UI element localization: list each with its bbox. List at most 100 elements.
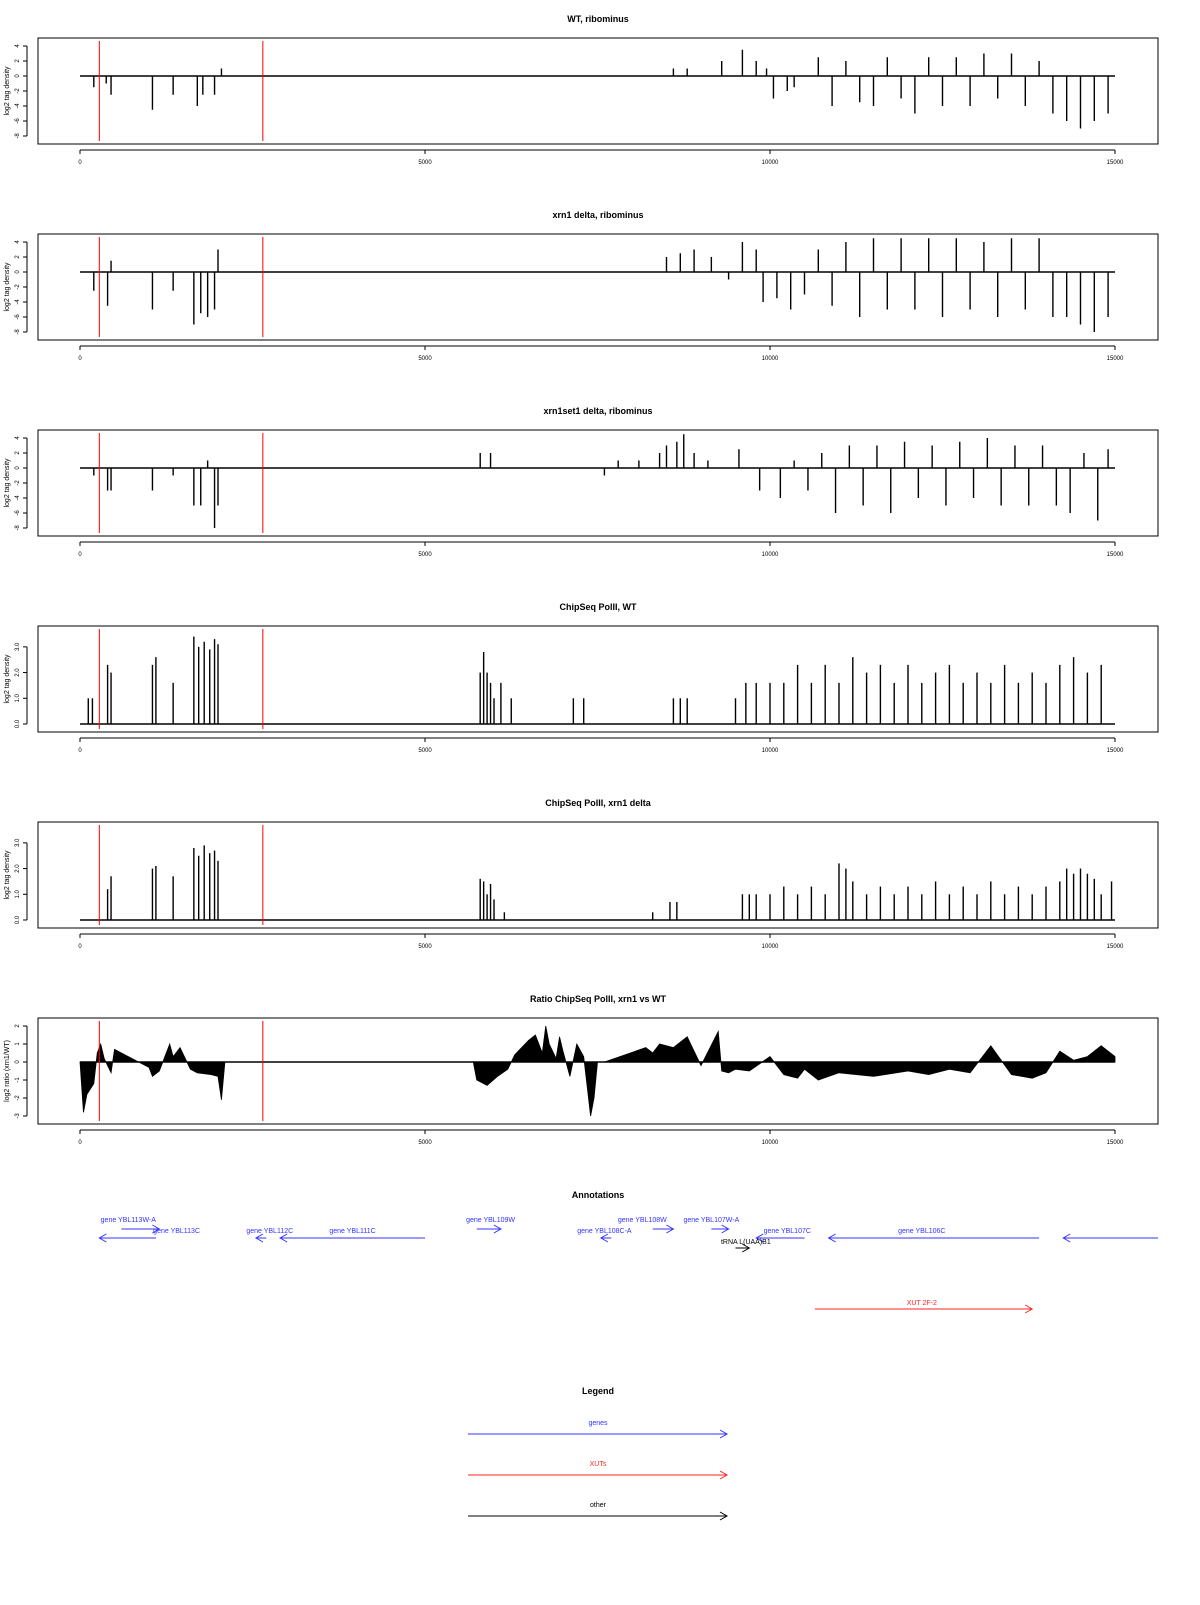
x-tick-label: 5000 — [418, 356, 432, 362]
y-axis-label: log2 tag density — [4, 654, 11, 704]
feature-arrowhead — [493, 1224, 502, 1234]
x-tick-label: 0 — [78, 356, 82, 362]
y-tick-label: -2 — [15, 1095, 21, 1101]
legend-title: Legend — [582, 1386, 614, 1396]
x-tick-label: 5000 — [418, 1140, 432, 1146]
annotation-features: gene YBL113W-A gene YBL113C gene YBL112C ge… — [98, 1217, 1158, 1314]
y-tick-label: 2 — [15, 451, 21, 455]
y-tick-label: -4 — [15, 495, 21, 501]
x-tick-label: 10000 — [762, 1140, 779, 1146]
legend-item: XUTs — [468, 1461, 729, 1480]
feature-label: gene YBL107W-A — [683, 1217, 739, 1224]
panel-title: ChipSeq PolII, WT — [560, 602, 637, 612]
feature-arrowhead — [98, 1233, 107, 1243]
y-tick-label: 1 — [15, 1042, 21, 1046]
panel-title: xrn1 delta, ribominus — [552, 210, 643, 220]
annotation-feature: gene YBL109W — [466, 1217, 515, 1234]
feature-label: gene YBL108C-A — [577, 1228, 632, 1235]
x-tick-label: 5000 — [418, 748, 432, 754]
annotation-feature — [1062, 1233, 1158, 1243]
plot-frame — [37, 1017, 1159, 1125]
x-tick-label: 15000 — [1107, 356, 1124, 362]
panel-title: ChipSeq PolII, xrn1 delta — [545, 798, 652, 808]
legend-arrowhead — [719, 1511, 729, 1521]
x-tick-label: 0 — [78, 748, 82, 754]
feature-arrowhead — [666, 1224, 675, 1234]
feature-arrowhead — [827, 1233, 836, 1243]
feature-label: tRNA L(UAA)B1 — [721, 1239, 771, 1246]
annotation-feature: gene YBL107W-A — [683, 1217, 740, 1234]
x-tick-label: 15000 — [1107, 944, 1124, 950]
panel-title: xrn1set1 delta, ribominus — [543, 406, 652, 416]
x-tick-label: 15000 — [1107, 160, 1124, 166]
plot-frame — [37, 233, 1159, 341]
y-tick-label: -6 — [15, 510, 21, 516]
y-tick-label: 2 — [15, 1024, 21, 1028]
annotation-feature: gene YBL111C — [279, 1228, 425, 1243]
y-tick-label: 4 — [15, 44, 21, 48]
legend-label: XUTs — [590, 1461, 607, 1468]
x-tick-label: 10000 — [762, 356, 779, 362]
track-panel-6: Ratio ChipSeq PolII, xrn1 vs WT -3 -2 -1 0 1 2… — [4, 994, 1159, 1146]
y-tick-label: -2 — [15, 284, 21, 290]
y-tick-label: 2.0 — [15, 864, 21, 873]
x-tick-label: 0 — [78, 1140, 82, 1146]
y-axis-label: log2 tag density — [4, 66, 11, 116]
track-panel-1: WT, ribominus -8 -6 -4 -2 0 2 4 log2 tag density… — [4, 14, 1159, 166]
feature-arrowhead — [599, 1233, 609, 1243]
track-panels: WT, ribominus -8 -6 -4 -2 0 2 4 log2 tag density… — [4, 14, 1159, 1146]
feature-label: gene YBL113W-A — [101, 1217, 157, 1224]
y-tick-label: -2 — [15, 480, 21, 486]
x-tick-label: 10000 — [762, 552, 779, 558]
feature-arrowhead — [254, 1233, 264, 1243]
x-tick-label: 0 — [78, 944, 82, 950]
feature-label: gene YBL112C — [246, 1228, 293, 1235]
y-tick-label: 0.0 — [15, 719, 21, 728]
track-panel-2: xrn1 delta, ribominus -8 -6 -4 -2 0 2 4 log2 tag… — [4, 210, 1159, 362]
feature-arrowhead — [755, 1233, 764, 1243]
x-tick-label: 10000 — [762, 160, 779, 166]
y-tick-label: 2 — [15, 255, 21, 259]
y-axis-label: log2 ratio (xrn1/WT) — [4, 1040, 11, 1102]
y-tick-label: -4 — [15, 103, 21, 109]
x-tick-label: 15000 — [1107, 1140, 1124, 1146]
y-tick-label: -6 — [15, 314, 21, 320]
legend-label: other — [590, 1502, 607, 1509]
y-axis-label: log2 tag density — [4, 458, 11, 508]
track-panel-3: xrn1set1 delta, ribominus -8 -6 -4 -2 0 2 4 log2… — [4, 406, 1159, 558]
feature-label: gene YBL108W — [618, 1217, 667, 1224]
feature-arrowhead — [1024, 1304, 1034, 1314]
feature-label: XUT 2F-2 — [907, 1300, 937, 1307]
annotation-feature: tRNA L(UAA)B1 — [721, 1239, 771, 1253]
y-tick-label: 0 — [15, 466, 21, 470]
feature-label: gene YBL111C — [329, 1228, 375, 1235]
annotation-feature: gene YBL112C — [246, 1228, 293, 1243]
y-tick-label: -8 — [15, 525, 21, 531]
annotations-title: Annotations — [572, 1190, 625, 1200]
feature-arrowhead — [742, 1243, 751, 1253]
legend: Legend genes XUTs other — [468, 1386, 729, 1521]
x-tick-label: 0 — [78, 552, 82, 558]
annotation-feature: gene YBL106C — [827, 1228, 1040, 1243]
plot-frame — [37, 625, 1159, 733]
x-tick-label: 5000 — [418, 552, 432, 558]
x-tick-label: 0 — [78, 160, 82, 166]
x-tick-label: 10000 — [762, 748, 779, 754]
annotation-feature: XUT 2F-2 — [814, 1300, 1034, 1314]
y-tick-label: 0 — [15, 1060, 21, 1064]
feature-label: gene YBL109W — [466, 1217, 515, 1224]
feature-arrowhead — [721, 1224, 730, 1234]
y-axis-label: log2 tag density — [4, 262, 11, 312]
legend-label: genes — [588, 1420, 608, 1427]
annotation-feature: gene YBL108C-A — [577, 1228, 632, 1243]
y-tick-label: -3 — [15, 1113, 21, 1119]
x-tick-label: 10000 — [762, 944, 779, 950]
legend-arrowhead — [719, 1429, 729, 1439]
plot-frame — [37, 429, 1159, 537]
y-tick-label: 0.0 — [15, 915, 21, 924]
y-tick-label: 2 — [15, 59, 21, 63]
plot-frame — [37, 821, 1159, 929]
